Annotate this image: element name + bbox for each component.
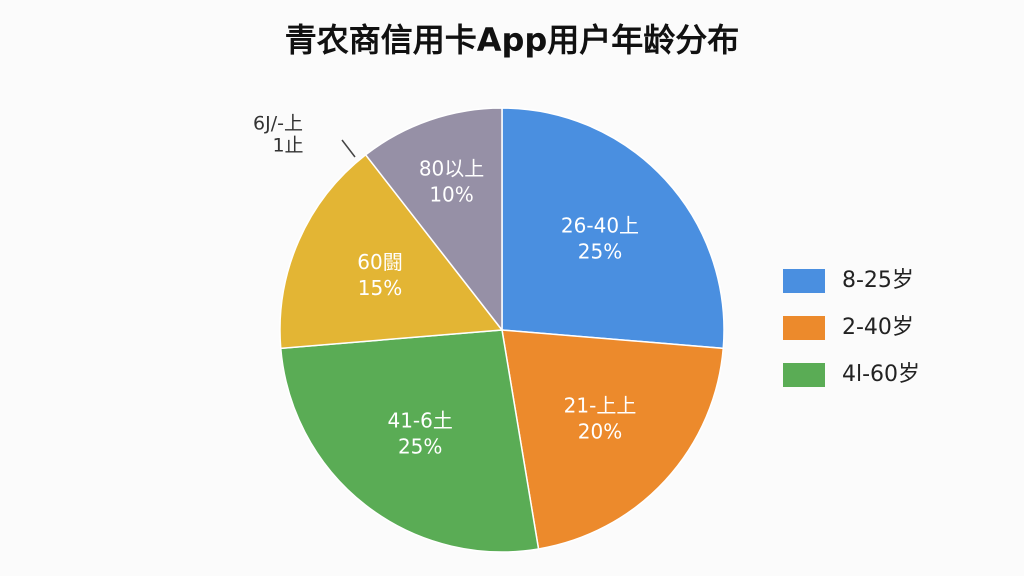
pie-slice [501, 329, 725, 550]
slice-label: 60闘 [357, 250, 402, 274]
legend-label: 2-40岁 [842, 315, 914, 340]
legend-label: 4l-60岁 [842, 362, 920, 387]
chart-title: 青农商信用卡App用户年龄分布 [285, 21, 740, 59]
legend-label: 8-25岁 [842, 268, 914, 293]
leader-line [341, 139, 356, 158]
legend-swatch [783, 316, 825, 340]
pie-slice [279, 329, 540, 553]
pie-slice [279, 153, 504, 350]
slice-label: 21-上上 [564, 394, 637, 418]
slice-value-label: 20% [578, 420, 622, 444]
slice-value-label: 25% [578, 239, 622, 263]
slice-value-label: 10% [429, 183, 473, 207]
pie-slice [364, 107, 503, 333]
slice-value-label: 25% [398, 435, 442, 459]
pie-slice [501, 107, 725, 350]
annotation: 1止 [272, 135, 303, 157]
legend-swatch [783, 363, 825, 387]
slice-value-label: 15% [358, 276, 402, 300]
legend-swatch [783, 269, 825, 293]
legend: 8-25岁 2-40岁 4l-60岁 [783, 268, 920, 387]
slice-label: 26-40上 [561, 213, 639, 237]
slice-label: 41-6土 [387, 409, 452, 433]
slice-label: 80以上 [419, 157, 484, 181]
annotation: 6J/-上 [253, 113, 303, 135]
